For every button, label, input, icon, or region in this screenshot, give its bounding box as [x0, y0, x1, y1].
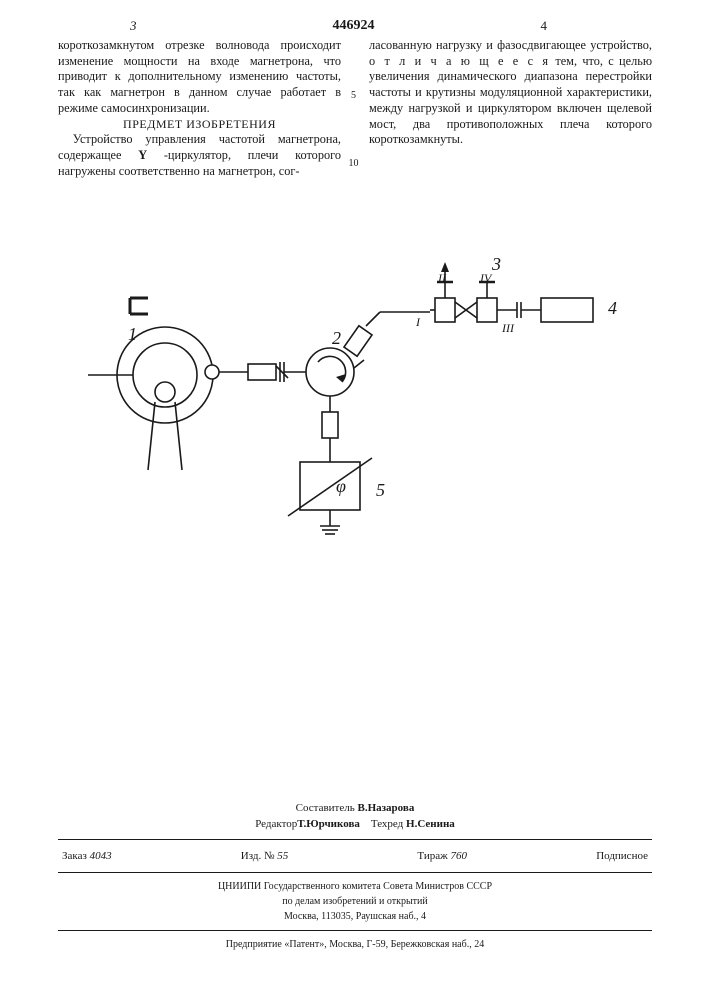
label: Составитель	[296, 802, 355, 814]
two-column-text: короткозамкнутом отрезке волновода проис…	[58, 38, 652, 179]
document-number: 446924	[333, 18, 375, 34]
left-paragraph-2: Устройство управления частотой магнетрон…	[58, 132, 341, 179]
diagram-label-4: 4	[608, 298, 617, 318]
org-line-2: по делам изобретений и открытий	[58, 894, 652, 909]
diagram-label-phi: φ	[336, 476, 346, 496]
diagram-label-1: 1	[128, 324, 137, 344]
composer-line: Составитель В.Назарова	[58, 800, 652, 817]
podpis: Подписное	[596, 848, 648, 865]
org-line-1: ЦНИИПИ Государственного комитета Совета …	[58, 879, 652, 894]
printer-line: Предприятие «Патент», Москва, Г-59, Бере…	[58, 937, 652, 952]
right-paragraph-1: ласованную нагрузку и фазосдвигающее уст…	[369, 38, 652, 148]
editor-name: Т.Юрчикова	[297, 818, 360, 830]
footer-block: Составитель В.Назарова РедакторТ.Юрчиков…	[58, 800, 652, 953]
diagram-label-5: 5	[376, 480, 385, 500]
techred-name: Н.Сенина	[406, 818, 455, 830]
org-line-3: Москва, 113035, Раушская наб., 4	[58, 909, 652, 924]
tirazh: Тираж 760	[417, 848, 467, 865]
spaced-word: о т л и ч а ю щ е е с я	[369, 54, 550, 68]
left-paragraph-1: короткозамкнутом отрезке волновода проис…	[58, 38, 341, 117]
diagram-label-3: 3	[491, 254, 501, 274]
right-column: ласованную нагрузку и фазосдвигающее уст…	[369, 38, 652, 179]
print-info-row: Заказ 4043 Изд. № 55 Тираж 760 Подписное	[58, 846, 652, 867]
composer-name: В.Назарова	[357, 802, 414, 814]
roman-I: I	[415, 315, 421, 329]
left-column: короткозамкнутом отрезке волновода проис…	[58, 38, 341, 179]
roman-II: II	[437, 271, 447, 285]
invention-heading: Предмет изобретения	[58, 117, 341, 132]
order: Заказ 4043	[62, 848, 112, 865]
editor-line: РедакторТ.Юрчикова Техред Н.Сенина	[58, 816, 652, 833]
circuit-diagram: 1 2 3 4 5 φ I II III IV	[60, 240, 620, 540]
label: Техред	[371, 818, 403, 830]
label: Редактор	[255, 818, 297, 830]
page-number-left: 3	[130, 18, 137, 34]
text-span: ласованную нагрузку и фазосдвигающее уст…	[369, 38, 652, 52]
page-number-right: 4	[541, 18, 548, 34]
roman-IV: IV	[479, 271, 493, 285]
diagram-label-2: 2	[332, 328, 341, 348]
izd: Изд. № 55	[241, 848, 288, 865]
roman-III: III	[501, 321, 515, 335]
